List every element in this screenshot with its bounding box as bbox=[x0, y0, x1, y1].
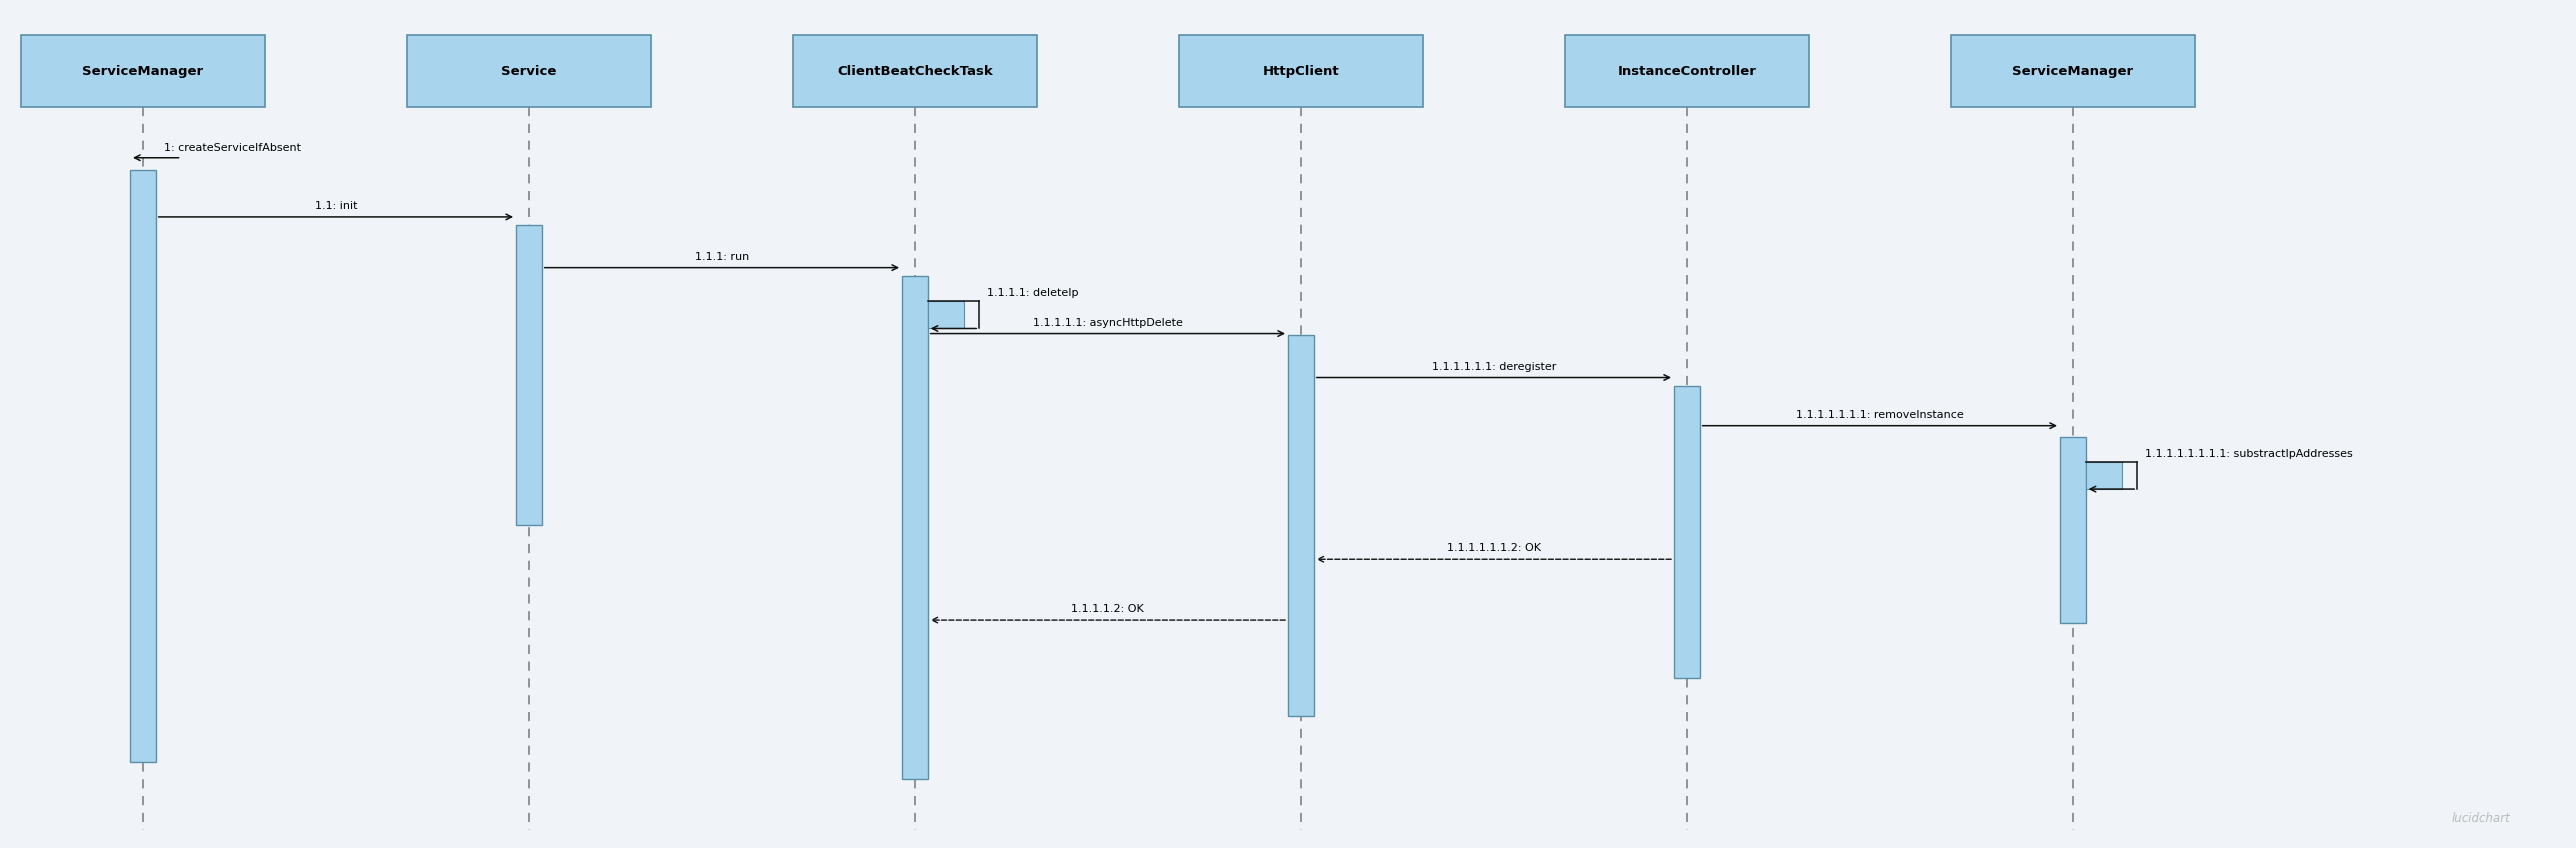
Bar bbox=[515, 226, 541, 526]
Text: HttpClient: HttpClient bbox=[1262, 64, 1340, 78]
Text: Service: Service bbox=[502, 64, 556, 78]
Text: lucidchart: lucidchart bbox=[2452, 812, 2509, 825]
Bar bbox=[407, 36, 652, 107]
Text: 1.1.1.1: deleteIp: 1.1.1.1: deleteIp bbox=[987, 288, 1079, 298]
Text: 1.1.1.1.1.1.1.1: substractIpAddresses: 1.1.1.1.1.1.1.1: substractIpAddresses bbox=[2146, 449, 2352, 459]
Bar bbox=[793, 36, 1038, 107]
Text: 1.1.1: run: 1.1.1: run bbox=[696, 252, 750, 262]
Bar bbox=[2061, 437, 2087, 622]
Bar bbox=[1180, 36, 1422, 107]
Text: 1.1.1.1.1.1.1: removeInstance: 1.1.1.1.1.1.1: removeInstance bbox=[1795, 410, 1963, 420]
Text: 1.1: init: 1.1: init bbox=[314, 201, 358, 211]
Bar bbox=[902, 276, 927, 779]
Text: 1.1.1.1.1.1.2: OK: 1.1.1.1.1.1.2: OK bbox=[1448, 544, 1540, 553]
Text: 1: createServiceIfAbsent: 1: createServiceIfAbsent bbox=[162, 142, 301, 153]
Bar bbox=[927, 301, 963, 328]
Bar bbox=[1674, 386, 1700, 678]
Text: 1.1.1.1.2: OK: 1.1.1.1.2: OK bbox=[1072, 604, 1144, 614]
Bar bbox=[2087, 462, 2123, 489]
Text: ServiceManager: ServiceManager bbox=[2012, 64, 2133, 78]
Bar bbox=[21, 36, 265, 107]
Text: 1.1.1.1.1.1: deregister: 1.1.1.1.1.1: deregister bbox=[1432, 361, 1556, 371]
Bar bbox=[1950, 36, 2195, 107]
Bar bbox=[1564, 36, 1808, 107]
Text: ServiceManager: ServiceManager bbox=[82, 64, 204, 78]
Text: 1.1.1.1.1: asyncHttpDelete: 1.1.1.1.1: asyncHttpDelete bbox=[1033, 318, 1182, 327]
Text: InstanceController: InstanceController bbox=[1618, 64, 1757, 78]
Text: ClientBeatCheckTask: ClientBeatCheckTask bbox=[837, 64, 992, 78]
Bar bbox=[1288, 335, 1314, 716]
Bar bbox=[129, 170, 155, 762]
